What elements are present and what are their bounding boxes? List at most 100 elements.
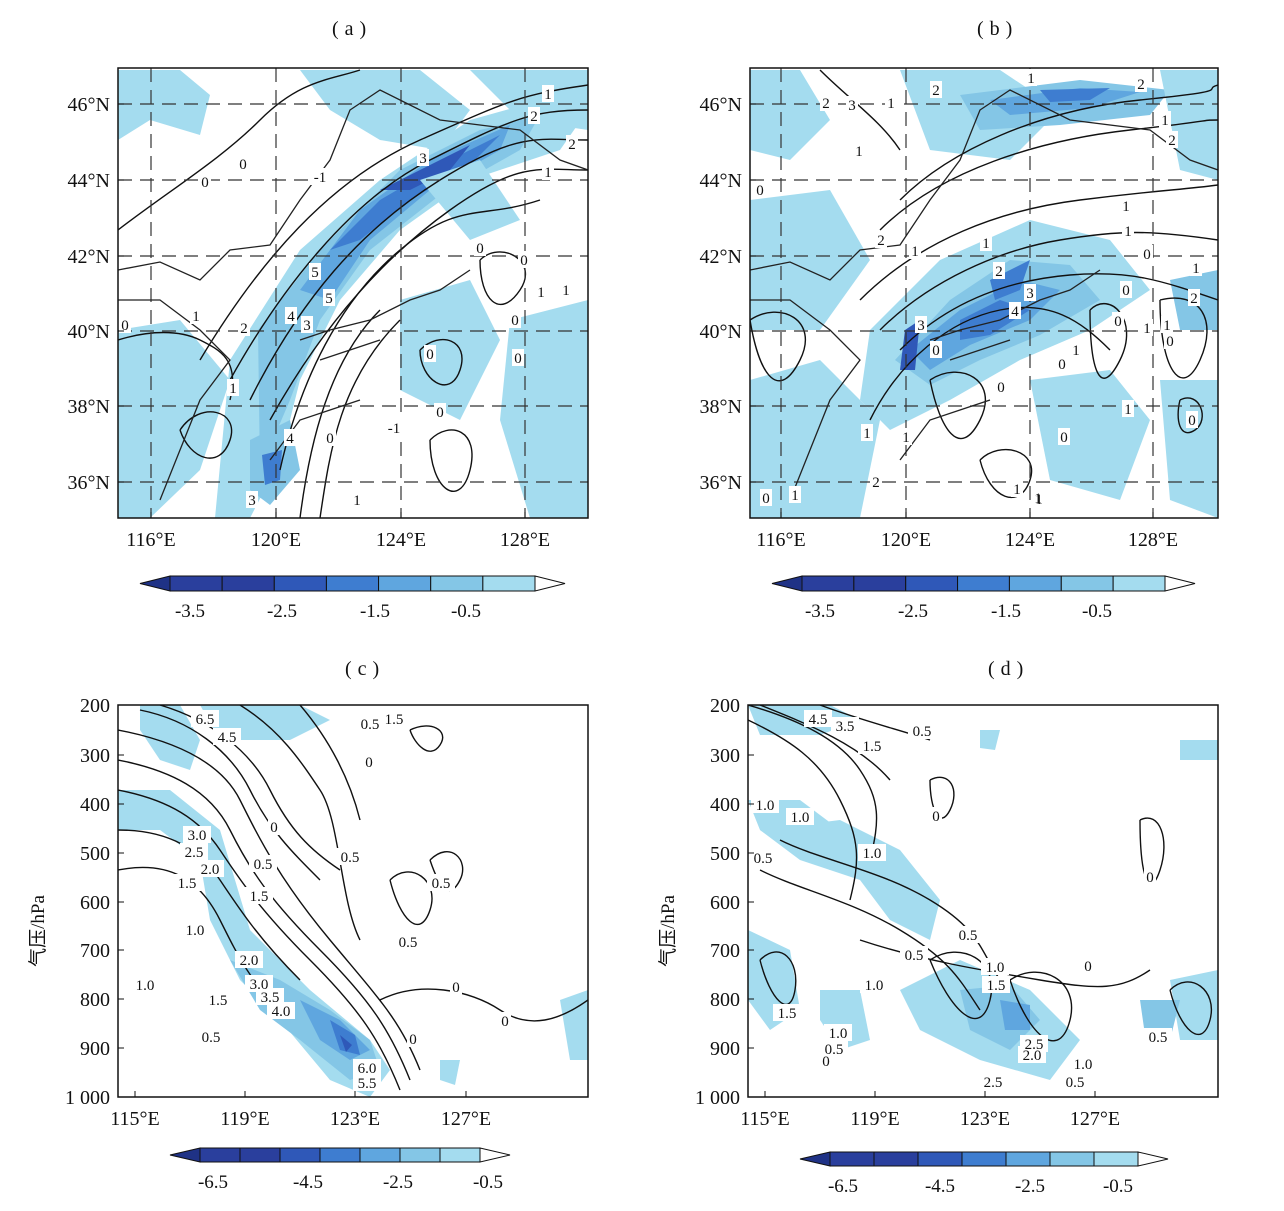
colorbar-label: -2.5 <box>1015 1176 1045 1197</box>
contour-label-box <box>173 874 201 891</box>
y-tick-label: 1 000 <box>695 1087 740 1109</box>
contour-label: 0 <box>409 1032 417 1048</box>
contour-label-box <box>982 976 1010 993</box>
contour-line <box>748 705 878 861</box>
colorbar-right-arrow <box>1164 575 1196 592</box>
contour-label: 1 <box>982 236 990 252</box>
contour-label-box <box>831 717 859 734</box>
colorbar-a <box>139 575 566 592</box>
shaded-region <box>340 1035 352 1052</box>
colorbar-segment <box>273 575 327 592</box>
panel-c: 气压/hPa <box>27 704 589 1098</box>
contour-label-box <box>566 135 578 152</box>
contour-label: 1 <box>544 87 552 103</box>
contour-label-box <box>995 378 1007 395</box>
contour-label-box <box>760 489 772 506</box>
shaded-region <box>750 70 830 160</box>
contour-label-box <box>542 163 554 180</box>
shaded-region <box>1040 88 1110 102</box>
contour-label: 1.0 <box>791 810 810 826</box>
contour-label-box <box>1159 111 1171 128</box>
contour-label-box <box>1141 319 1153 336</box>
contour-label-box <box>285 307 297 324</box>
contour-label: 0.5 <box>341 850 360 866</box>
shaded-region <box>380 145 470 190</box>
plot-frame <box>749 67 1219 519</box>
contour-label-box <box>181 921 209 938</box>
contour-label: 0.5 <box>913 724 932 740</box>
colorbar-b <box>771 575 1196 592</box>
contour-label: 0 <box>1143 247 1151 263</box>
contour-label: 1.0 <box>1074 1057 1093 1073</box>
contour-label-box <box>858 737 886 754</box>
contour-label-box <box>227 379 239 396</box>
colorbar-label: -3.5 <box>805 601 835 622</box>
contour-label: 1 <box>1072 343 1080 359</box>
contour-label-box <box>858 844 886 861</box>
contour-label-box <box>323 289 335 306</box>
contour-label: 1.0 <box>829 1026 848 1042</box>
shaded-region <box>750 190 870 330</box>
contour-line <box>118 331 234 401</box>
contour-label-box <box>1190 259 1202 276</box>
contour-label-box <box>528 107 540 124</box>
contour-label-box <box>190 307 202 324</box>
contour-line <box>1139 817 1165 885</box>
contour-label-box <box>512 349 524 366</box>
contour-label: 1.5 <box>987 978 1006 994</box>
colorbar-segment <box>399 1147 441 1163</box>
contour-label: 2 <box>568 137 576 153</box>
colorbar-segment <box>199 1147 241 1163</box>
contour-label-box <box>427 874 455 891</box>
contour-label: 1 <box>1161 113 1169 129</box>
contour-label-box <box>1056 355 1068 372</box>
colorbar-label: -0.5 <box>1082 601 1112 622</box>
contour-label-box <box>875 231 887 248</box>
shaded-region <box>1000 1000 1030 1030</box>
contour-label: 0 <box>520 253 528 269</box>
contour-label-box <box>1135 75 1147 92</box>
colorbar-segment <box>853 575 907 592</box>
x-tick-label: 119°E <box>220 1108 269 1130</box>
panel-b <box>749 67 1219 519</box>
colorbar-segment <box>319 1147 361 1163</box>
colorbar-segment <box>482 575 536 592</box>
colorbar-segment <box>873 1151 919 1167</box>
colorbar-segment <box>957 575 1010 592</box>
panel-d: 气压/hPa <box>657 704 1219 1098</box>
contour-label: 1 <box>1034 491 1042 507</box>
x-tick-label: 120°E <box>251 529 301 551</box>
contour-label-box <box>786 808 814 825</box>
x-tick-label: 123°E <box>330 1108 380 1130</box>
panel-title-c: (c) <box>345 658 386 680</box>
contour-label-box <box>853 142 865 159</box>
contour-label: 1 <box>1192 261 1200 277</box>
contour-label: 4 <box>287 309 295 325</box>
contour-label: 1 <box>562 283 570 299</box>
y-tick-label: 40°N <box>700 321 742 343</box>
colorbar-label: -2.5 <box>267 601 297 622</box>
contour-label: 0 <box>1060 430 1068 446</box>
contour-label-box <box>191 710 219 727</box>
colorbar-segment <box>279 1147 321 1163</box>
contour-label: 0 <box>476 241 484 257</box>
contour-line <box>929 776 955 819</box>
x-tick-label: 123°E <box>960 1108 1010 1130</box>
contour-label: 3.0 <box>250 977 269 993</box>
contour-line <box>249 138 588 401</box>
contour-label: 0 <box>270 820 278 836</box>
x-tick-label: 115°E <box>110 1108 159 1130</box>
contour-label-box <box>1122 400 1134 417</box>
contour-label-box <box>930 341 942 358</box>
x-tick-label: 128°E <box>1128 529 1178 551</box>
shaded-region <box>1030 370 1150 500</box>
contour-label-box <box>860 976 888 993</box>
x-tick-label: 128°E <box>500 529 550 551</box>
contour-label: 1 <box>229 381 237 397</box>
colorbar-segment <box>1008 575 1062 592</box>
contour-line <box>748 719 858 901</box>
contour-label-box <box>1161 316 1173 333</box>
contour-label-box <box>1164 332 1176 349</box>
contour-label: 0 <box>121 318 129 334</box>
contour-label-box <box>980 234 992 251</box>
